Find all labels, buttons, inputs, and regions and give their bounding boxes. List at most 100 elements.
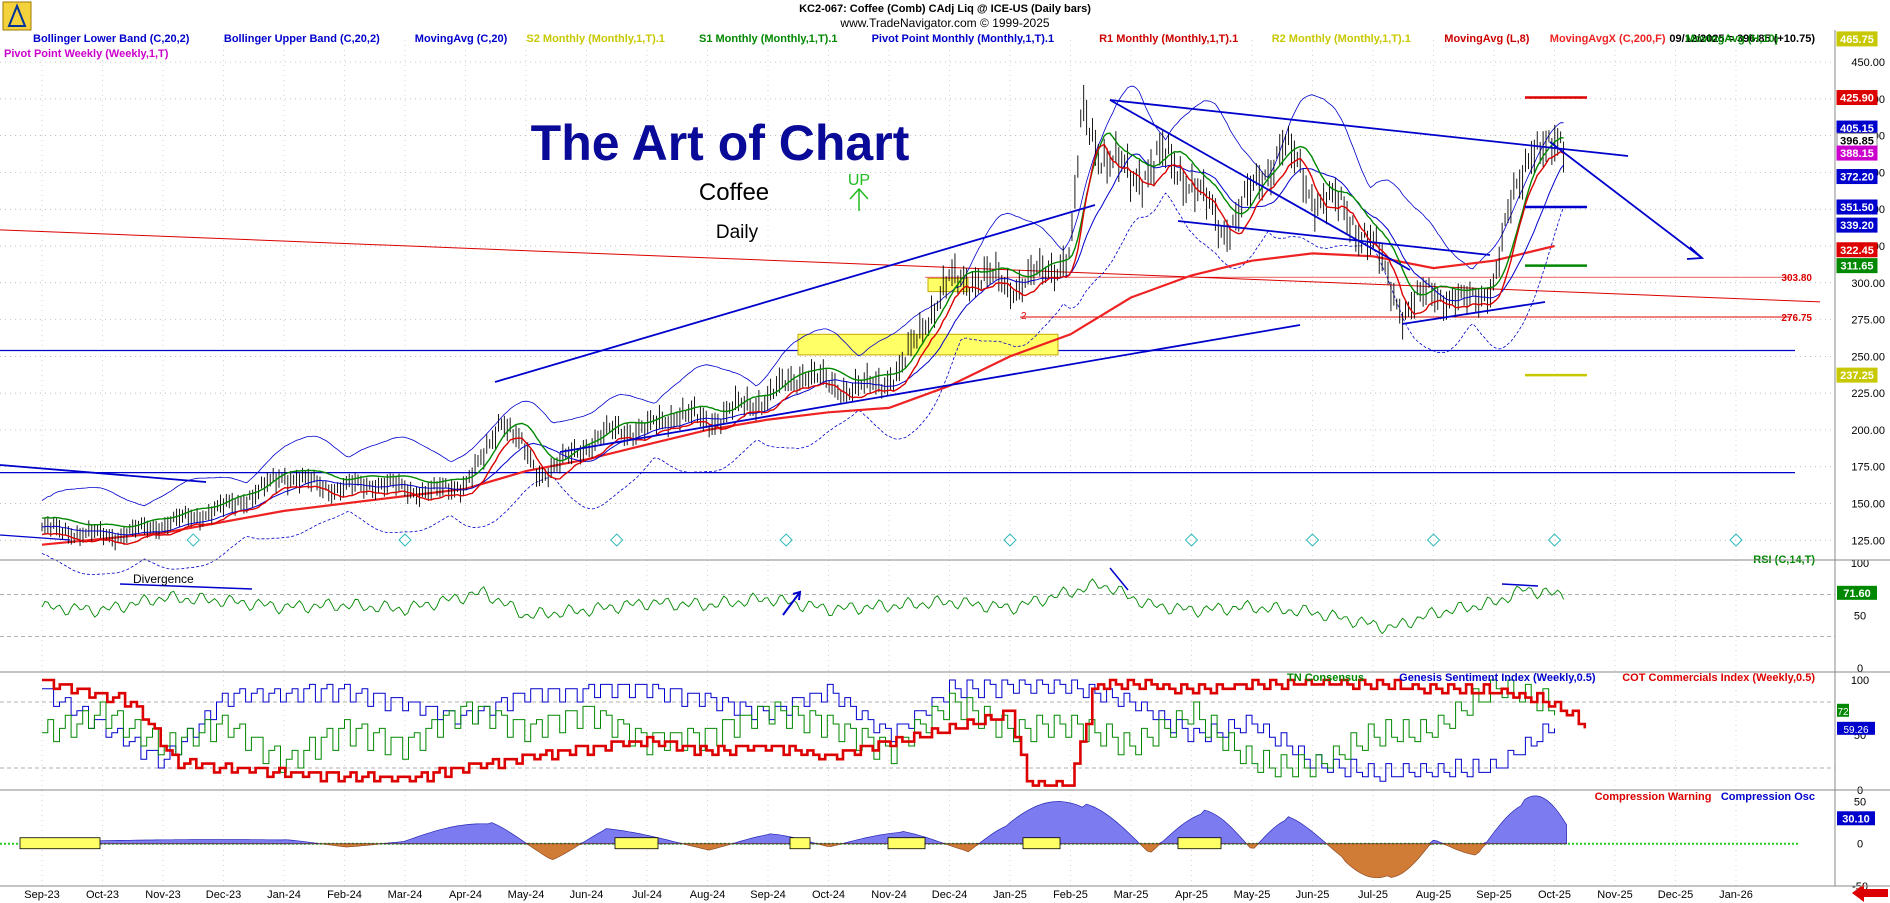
price-tag: [1836, 31, 1878, 47]
moving-avg-20: [41, 153, 1564, 536]
trendline: [1177, 220, 1491, 256]
event-marker-icon: [779, 533, 793, 547]
compression-warning-box: [789, 837, 811, 850]
rsi-line: [41, 578, 1565, 635]
event-marker-icon: [186, 533, 200, 547]
price-tick-label: 250.00: [1851, 351, 1885, 363]
level-label: 276.75: [1781, 313, 1812, 324]
rsi-recent-line: [1501, 583, 1539, 587]
price-tag: [1836, 90, 1878, 106]
legend-item: R2 Monthly (Monthly,1,T).1: [1272, 33, 1411, 45]
rsi-arrowhead-icon: [792, 590, 802, 601]
price-tag: [1836, 169, 1878, 185]
moving-avg-low-8: [41, 143, 1564, 546]
price-tick-label: 150.00: [1851, 499, 1885, 511]
rsi-value-label: 71.60: [1843, 588, 1871, 600]
trade-navigator-logo-icon: [2, 1, 32, 31]
price-panel: 303.80 276.75: [0, 40, 1835, 886]
sentiment-tick-label: 0: [1857, 785, 1863, 797]
x-tick-label: Oct-23: [86, 889, 119, 901]
price-tick-label: 200.00: [1851, 425, 1885, 437]
rsi-value-tag: [1837, 585, 1877, 600]
sentiment-panel: COT Commercials Index (Weekly,0.5) Genesi…: [0, 672, 1875, 797]
price-tag-label: 351.50: [1840, 202, 1874, 214]
right-axis: 450.00425.00400.00375.00350.00325.00300.…: [1836, 31, 1885, 547]
legend-item: Pivot Point Monthly (Monthly,1,T).1: [872, 33, 1055, 45]
x-tick-label: Mar-24: [388, 889, 423, 901]
x-tick-label: Jul-24: [632, 889, 662, 901]
tn-consensus-line: [42, 679, 1555, 778]
event-marker-icon: [1729, 533, 1743, 547]
x-tick-label: Dec-23: [206, 889, 241, 901]
x-tick-label: Nov-23: [145, 889, 180, 901]
x-tick-label: Jan-26: [1719, 889, 1753, 901]
x-tick-label: Dec-25: [1658, 889, 1693, 901]
x-tick-label: Nov-25: [1597, 889, 1632, 901]
compression-warning-box: [614, 837, 659, 850]
rsi-tick-label: 50: [1854, 611, 1866, 623]
trendline: [494, 204, 1096, 383]
compression-legend-item: Compression Warning: [1595, 791, 1712, 803]
event-marker-icon: [398, 533, 412, 547]
legend-item: Bollinger Upper Band (C,20,2): [224, 33, 380, 45]
compression-warning-box: [19, 837, 101, 850]
x-tick-label: Oct-25: [1538, 889, 1571, 901]
compression-warning-box: [887, 837, 926, 850]
x-tick-label: Apr-24: [449, 889, 482, 901]
event-marker-icon: [610, 533, 624, 547]
compression-value-label: 30.10: [1842, 813, 1870, 825]
event-marker-icon: [1547, 533, 1562, 547]
price-tag-label: 425.90: [1840, 93, 1874, 105]
price-tick-label: 125.00: [1851, 535, 1885, 547]
level-2-label: 2: [1021, 311, 1027, 322]
art-of-chart-title: The Art of Chart: [531, 115, 910, 171]
legend-item: MovingAvg (H,10): [1686, 33, 1779, 45]
sentiment-legend-item: COT Commercials Index (Weekly,0.5): [1622, 672, 1815, 684]
sentiment-legend-item: Genesis Sentiment Index (Weekly,0.5): [1399, 672, 1596, 684]
divergence-label: Divergence: [133, 572, 194, 586]
bollinger-lower-band: [41, 192, 1564, 575]
x-tick-label: Jan-24: [267, 889, 301, 901]
x-tick-label: Aug-25: [1416, 889, 1451, 901]
legend-pivot-point-weekly: Pivot Point Weekly (Weekly,1,T): [4, 48, 169, 60]
price-tag-label: 465.75: [1840, 34, 1874, 46]
legend-item: R1 Monthly (Monthly,1,T).1: [1099, 33, 1238, 45]
compression-tick-label: 0: [1857, 839, 1863, 851]
level-label: 303.80: [1781, 273, 1812, 284]
sentiment-legend-item: TN Consensus: [1287, 672, 1364, 684]
trendline: [1401, 301, 1546, 325]
price-tag: [1836, 217, 1878, 233]
tn-value-tag: [1837, 703, 1849, 717]
price-tag: [1836, 145, 1878, 161]
rsi-divergence-line: [119, 583, 253, 590]
event-marker-icon: [1305, 533, 1320, 547]
trendline: [1549, 141, 1703, 259]
x-tick-label: Aug-24: [690, 889, 725, 901]
legend-item: MovingAvg (L,8): [1444, 33, 1529, 45]
trendline-left: [0, 534, 71, 541]
indicator-legend: Bollinger Lower Band (C,20,2) Bollinger U…: [33, 33, 1779, 45]
moving-avg-high-10: [41, 132, 1564, 528]
rsi-tick-label: 0: [1857, 663, 1863, 675]
highlight-box-large: [797, 333, 1059, 356]
x-tick-label: May-24: [508, 889, 545, 901]
price-tag: [1836, 242, 1878, 258]
x-tick-label: Oct-24: [812, 889, 845, 901]
cot-commercials-line: [42, 678, 1587, 787]
x-tick-label: Nov-24: [871, 889, 906, 901]
price-tag-label: 372.20: [1840, 172, 1874, 184]
price-tick-label: 225.00: [1851, 388, 1885, 400]
period-label: Daily: [716, 222, 759, 243]
genesis-value-label: 59.26: [1843, 725, 1868, 736]
price-tag: [1836, 367, 1878, 383]
moving-avg-200: [41, 244, 1555, 546]
event-marker-icon: [1426, 533, 1441, 547]
x-axis: Sep-23 Oct-23 Nov-23 Dec-23 Jan-24 Feb-24 Mar-…: [24, 889, 1753, 901]
price-tag-label: 311.65: [1840, 261, 1873, 273]
tn-value-label: 72: [1837, 707, 1849, 718]
x-tick-label: May-25: [1234, 889, 1271, 901]
rsi-top-line: [1109, 567, 1129, 591]
scroll-right-arrow-icon[interactable]: [1852, 884, 1888, 902]
compression-value-tag: [1837, 811, 1875, 826]
